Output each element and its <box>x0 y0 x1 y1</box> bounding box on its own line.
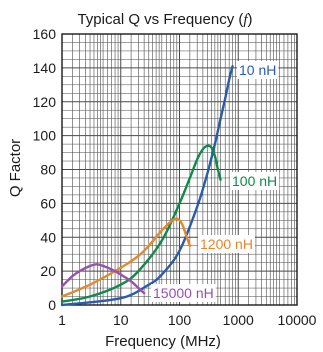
series-10nh-label-bg <box>237 61 279 79</box>
series-1200nh-label: 1200 nH <box>198 235 255 253</box>
series-15000nh-label-bg <box>151 284 216 302</box>
x-tick-label: 10 <box>113 312 129 328</box>
series-100nh-label-bg <box>230 172 280 190</box>
series-lines <box>60 64 234 307</box>
y-tick-label: 20 <box>40 263 56 279</box>
series-15000nh-line <box>60 263 146 295</box>
series-labels: 10 nH 100 nH 1200 nH 15000 nH <box>151 61 280 302</box>
series-1200nh-line <box>60 217 192 298</box>
series-10nh-line <box>60 64 234 307</box>
plot-frame <box>61 33 298 306</box>
series-1200nh-label-bg <box>198 235 255 253</box>
x-tick-label: 1 <box>58 312 66 328</box>
y-axis-ticks: 0 20 40 60 80 100 120 140 160 <box>33 26 57 313</box>
chart-title: Typical Q vs Frequency (f) <box>77 11 252 28</box>
y-tick-label: 0 <box>48 297 56 313</box>
y-tick-label: 160 <box>33 26 57 42</box>
x-axis-ticks: 1 10 100 1000 10000 <box>58 312 317 328</box>
y-tick-label: 140 <box>33 60 57 76</box>
grid-lines <box>61 33 297 306</box>
y-tick-label: 100 <box>33 128 57 144</box>
x-tick-label: 10000 <box>278 312 317 328</box>
y-tick-label: 60 <box>40 195 56 211</box>
series-10nh-label: 10 nH <box>237 61 279 79</box>
y-tick-label: 80 <box>40 162 56 178</box>
series-1200nh-label-text: 1200 nH <box>200 236 253 252</box>
x-axis-label: Frequency (MHz) <box>105 333 221 350</box>
y-axis-label: Q Factor <box>7 139 24 197</box>
series-15000nh-label-text: 15000 nH <box>153 285 214 301</box>
series-15000nh-label: 15000 nH <box>151 284 216 302</box>
y-tick-label: 120 <box>33 94 57 110</box>
x-tick-label: 100 <box>168 312 192 328</box>
series-100nh-line <box>60 144 222 303</box>
series-100nh-label: 100 nH <box>230 172 280 190</box>
y-tick-label: 40 <box>40 229 56 245</box>
series-10nh-label-text: 10 nH <box>239 62 276 78</box>
x-tick-label: 1000 <box>223 312 254 328</box>
series-100nh-label-text: 100 nH <box>232 173 277 189</box>
